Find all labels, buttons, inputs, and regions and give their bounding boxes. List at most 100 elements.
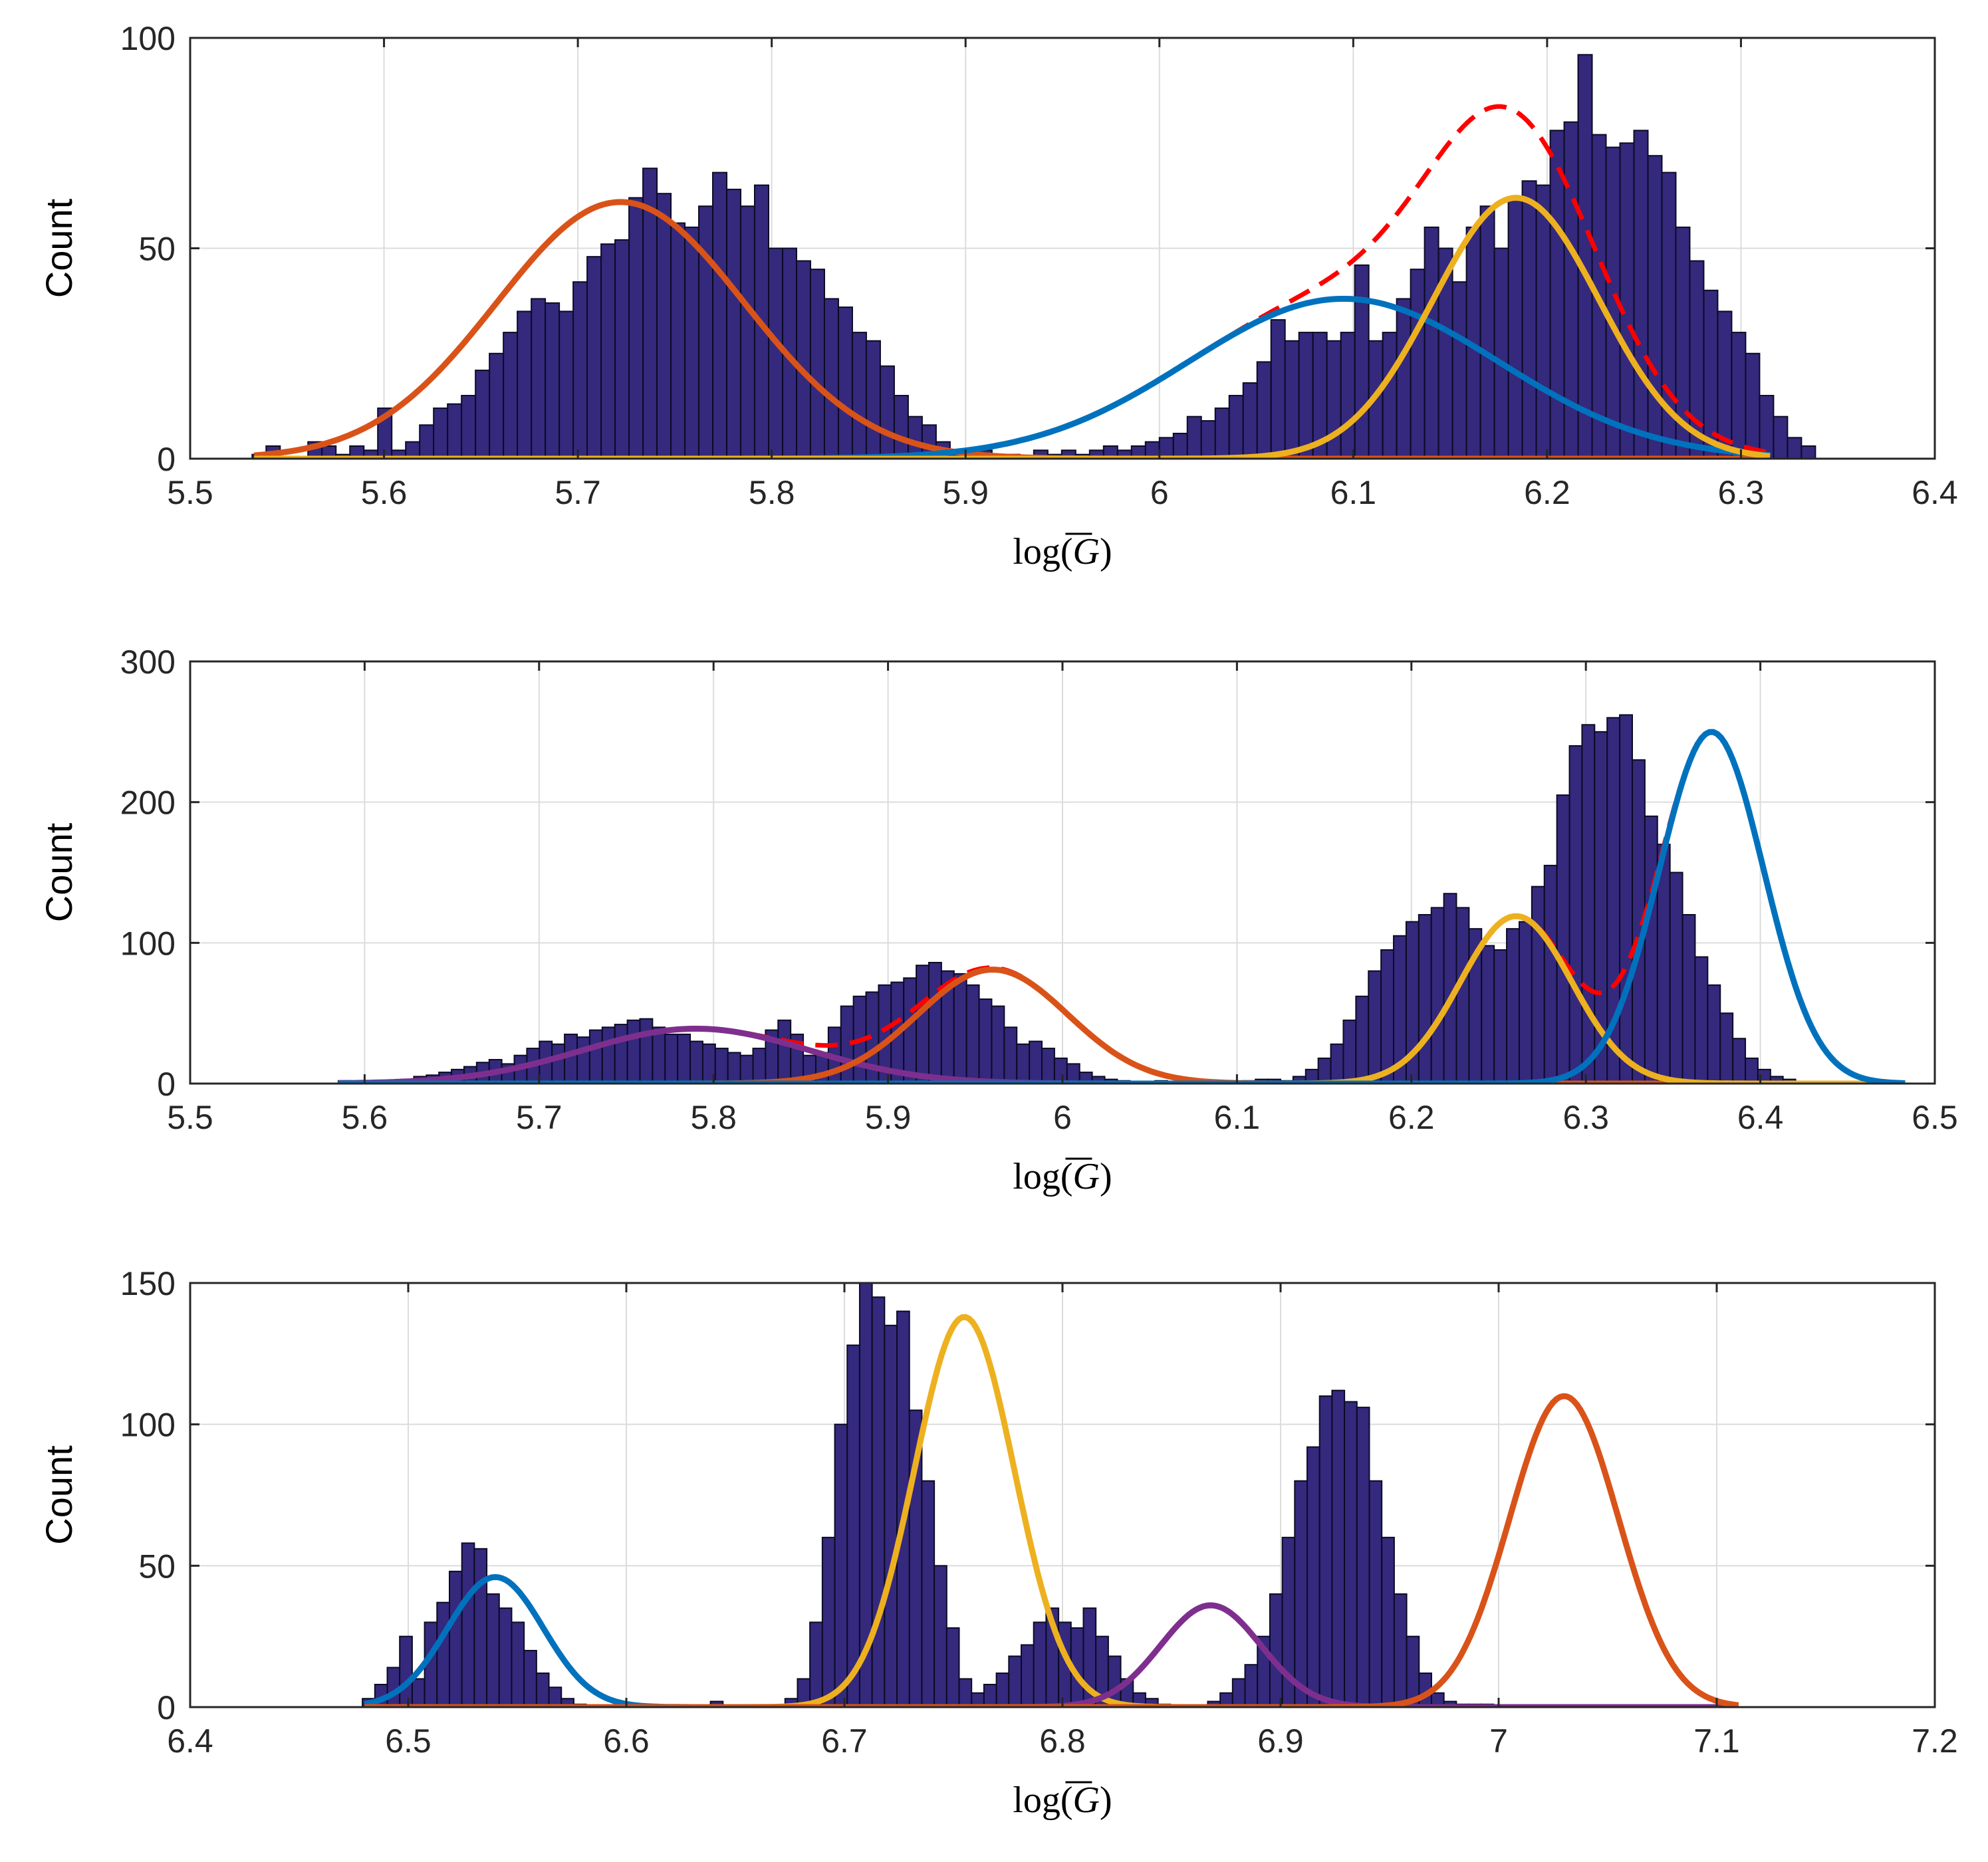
histogram-bar — [1029, 1040, 1043, 1084]
histogram-bar — [572, 281, 588, 459]
histogram-bar — [1270, 319, 1286, 459]
histogram-bar — [399, 1635, 413, 1707]
histogram-bar — [511, 1621, 525, 1707]
component-2-curve — [364, 1314, 1739, 1707]
histogram-bar — [1284, 340, 1300, 459]
histogram-bar — [1340, 332, 1356, 459]
x-tick-label: 5.7 — [555, 474, 601, 511]
histogram-bar — [698, 205, 714, 459]
histogram-bar — [588, 1029, 603, 1084]
histogram-bar — [714, 1048, 729, 1084]
histogram-bar — [601, 1026, 616, 1084]
histogram-bar — [726, 188, 742, 459]
histogram-bar — [1731, 332, 1747, 459]
panel-1: 5.5 5.6 5.7 5.8 5.9 6 6.1 6.2 6.3 6.4 0 50 100 Count l… — [38, 20, 1958, 572]
histogram-bar — [879, 365, 895, 459]
y-tick-label: 150 — [120, 1265, 176, 1302]
histogram-bar — [1368, 1480, 1383, 1707]
x-tick-label: 6.2 — [1388, 1099, 1435, 1136]
histogram-bar — [614, 239, 630, 459]
histogram-bar — [1041, 1048, 1055, 1084]
histogram-bar — [600, 243, 616, 459]
histogram-bar — [652, 1026, 666, 1084]
histogram-bar — [436, 1601, 450, 1707]
histogram-bar — [677, 1033, 691, 1084]
histogram-bar — [1619, 714, 1633, 1084]
histogram-bar — [928, 961, 942, 1084]
histogram-bar — [1214, 407, 1230, 459]
histogram-bar — [933, 1565, 947, 1707]
histogram-bar — [1368, 970, 1382, 1084]
histogram-bar — [1451, 281, 1467, 459]
x-tick-label: 6.3 — [1718, 474, 1765, 511]
histogram-bar — [1269, 1593, 1283, 1707]
histogram-bar — [551, 1043, 566, 1084]
panel-2: 5.5 5.6 5.7 5.8 5.9 6 6.1 6.2 6.3 6.4 6.5 0 100 200 30… — [38, 643, 1958, 1197]
histogram-bar — [1732, 1038, 1747, 1084]
histogram-bar — [1801, 445, 1816, 459]
histogram-bar — [535, 1672, 550, 1707]
histogram-bar — [1577, 54, 1593, 459]
histogram-bar — [664, 1033, 679, 1084]
histogram-bar — [1008, 1655, 1023, 1707]
y-tick-label: 300 — [120, 643, 176, 681]
histogram-bar — [1568, 745, 1583, 1084]
histogram-bar — [1773, 415, 1789, 459]
histogram-bar — [1506, 928, 1520, 1084]
histogram-bar — [1430, 907, 1445, 1084]
panel-3: 6.4 6.5 6.6 6.7 6.8 6.9 7 7.1 7.2 0 50 100 150 Count l… — [38, 1265, 1958, 1821]
y-tick-label: 50 — [138, 1548, 176, 1585]
x-tick-label: 6.7 — [821, 1722, 868, 1760]
x-tick-label: 6.1 — [1330, 474, 1377, 511]
x-tick-label: 5.8 — [749, 474, 795, 511]
histogram-bar — [768, 247, 783, 459]
x-tick-label: 5.6 — [361, 474, 408, 511]
histogram-bar — [1518, 921, 1533, 1084]
histogram-bar — [809, 1621, 823, 1707]
component-1-curve — [364, 1573, 1739, 1707]
component-3-curve — [254, 195, 1771, 459]
histogram-bar — [689, 1040, 703, 1084]
fit-curves — [253, 104, 1771, 459]
y-axis-label: Count — [38, 1445, 80, 1545]
histogram-bar — [1669, 872, 1683, 1084]
histogram-bar — [461, 395, 477, 459]
histogram-bar — [1053, 1057, 1068, 1084]
x-tick-label: 6.1 — [1214, 1099, 1261, 1136]
x-tick-label: 6 — [1053, 1099, 1072, 1136]
histogram-bar — [1331, 1389, 1346, 1707]
x-tick-label: 6.2 — [1524, 474, 1570, 511]
histogram-bar — [991, 1005, 1005, 1084]
histogram-bar — [1455, 907, 1470, 1084]
histogram-bar — [1355, 995, 1370, 1084]
histogram-bar — [1787, 437, 1802, 459]
y-tick-label: 50 — [138, 231, 176, 268]
histogram-bar — [1581, 724, 1596, 1084]
component-4-curve — [338, 729, 1906, 1084]
x-tick-label: 6.4 — [167, 1722, 213, 1760]
histogram-bar — [727, 1052, 741, 1084]
histogram-bar — [461, 1542, 475, 1707]
histogram-bar — [433, 407, 449, 459]
y-axis-label: Count — [38, 198, 80, 298]
x-tick-label: 6 — [1150, 474, 1169, 511]
histogram-bar — [1382, 332, 1398, 459]
histogram-bar — [1424, 226, 1439, 459]
histogram-bar — [1342, 1019, 1357, 1084]
y-axis-label: Count — [38, 822, 80, 922]
histogram-bar — [1330, 1043, 1344, 1084]
histogram-bar — [1543, 864, 1558, 1084]
x-tick-label: 7.1 — [1693, 1722, 1740, 1760]
histogram-bar — [1298, 332, 1314, 459]
histogram-bar — [1481, 945, 1495, 1084]
histogram-bar — [752, 1048, 767, 1084]
histogram-bar — [1256, 361, 1272, 459]
histogram-bar — [628, 197, 644, 459]
histogram-bar — [1318, 1395, 1333, 1707]
x-tick-label: 6.6 — [603, 1722, 650, 1760]
histogram-bar — [1393, 1593, 1408, 1707]
histogram-bar — [1158, 437, 1174, 459]
histogram-bar — [475, 370, 491, 459]
component-2-curve — [338, 967, 1906, 1084]
